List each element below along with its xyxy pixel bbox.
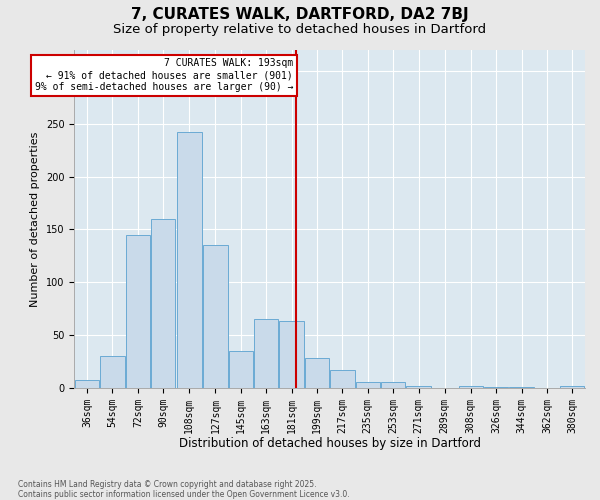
- Bar: [305, 358, 329, 388]
- Bar: [560, 386, 584, 388]
- Bar: [356, 382, 380, 388]
- Text: 7, CURATES WALK, DARTFORD, DA2 7BJ: 7, CURATES WALK, DARTFORD, DA2 7BJ: [131, 8, 469, 22]
- Bar: [203, 246, 227, 388]
- Bar: [229, 351, 253, 388]
- Bar: [280, 322, 304, 388]
- Bar: [381, 382, 406, 388]
- Bar: [458, 386, 483, 388]
- Text: 7 CURATES WALK: 193sqm
← 91% of detached houses are smaller (901)
9% of semi-det: 7 CURATES WALK: 193sqm ← 91% of detached…: [35, 58, 293, 92]
- Text: Size of property relative to detached houses in Dartford: Size of property relative to detached ho…: [113, 22, 487, 36]
- Bar: [406, 386, 431, 388]
- Bar: [330, 370, 355, 388]
- Bar: [100, 356, 125, 388]
- Bar: [509, 387, 533, 388]
- Bar: [484, 387, 508, 388]
- Bar: [176, 132, 202, 388]
- Bar: [151, 219, 175, 388]
- X-axis label: Distribution of detached houses by size in Dartford: Distribution of detached houses by size …: [179, 437, 481, 450]
- Y-axis label: Number of detached properties: Number of detached properties: [31, 131, 40, 306]
- Text: Contains HM Land Registry data © Crown copyright and database right 2025.
Contai: Contains HM Land Registry data © Crown c…: [18, 480, 350, 499]
- Bar: [254, 319, 278, 388]
- Bar: [75, 380, 99, 388]
- Bar: [126, 235, 150, 388]
